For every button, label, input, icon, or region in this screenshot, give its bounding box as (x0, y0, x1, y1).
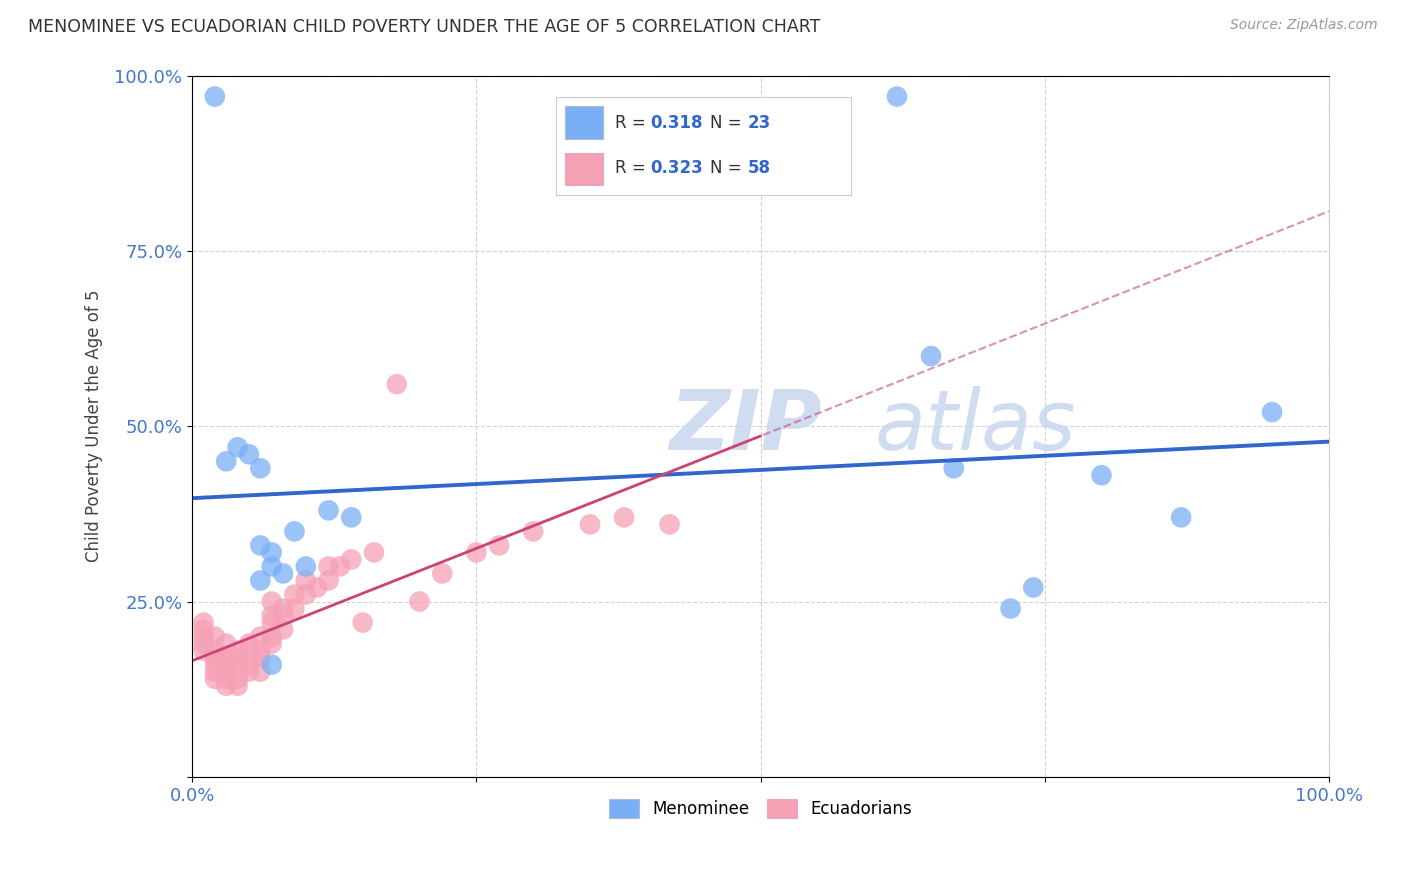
Point (215, 650, 238, 665)
Point (260, 615, 283, 630)
Point (193, 630, 215, 644)
Text: ZIP: ZIP (669, 385, 823, 467)
Point (215, 637, 238, 651)
Point (249, 650, 271, 665)
Point (260, 657, 283, 672)
Point (204, 657, 226, 672)
Point (238, 657, 260, 672)
Point (204, 650, 226, 665)
Point (215, 454, 238, 468)
Point (318, 503, 340, 517)
Point (226, 440, 249, 454)
Point (226, 679, 249, 693)
Point (249, 574, 271, 588)
Point (465, 545, 488, 559)
Point (215, 672, 238, 686)
Point (363, 545, 385, 559)
Point (193, 615, 215, 630)
Point (283, 587, 305, 601)
Point (260, 608, 283, 623)
Point (204, 672, 226, 686)
Point (613, 510, 636, 524)
Point (249, 538, 271, 552)
Point (226, 657, 249, 672)
Point (318, 574, 340, 588)
Point (340, 510, 363, 524)
Point (352, 615, 374, 630)
Y-axis label: Child Poverty Under the Age of 5: Child Poverty Under the Age of 5 (86, 290, 103, 563)
Point (318, 559, 340, 574)
Point (215, 679, 238, 693)
Text: atlas: atlas (875, 385, 1076, 467)
Point (283, 601, 305, 615)
Text: MENOMINEE VS ECUADORIAN CHILD POVERTY UNDER THE AGE OF 5 CORRELATION CHART: MENOMINEE VS ECUADORIAN CHILD POVERTY UN… (28, 18, 821, 36)
Point (226, 643, 249, 657)
Point (579, 517, 602, 532)
Point (226, 672, 249, 686)
Point (295, 574, 318, 588)
Legend: Menominee, Ecuadorians: Menominee, Ecuadorians (603, 792, 918, 824)
Point (249, 665, 271, 679)
Point (307, 581, 329, 595)
Point (1000, 601, 1022, 615)
Point (260, 559, 283, 574)
Point (215, 665, 238, 679)
Point (340, 552, 363, 566)
Point (193, 637, 215, 651)
Point (522, 524, 544, 539)
Point (260, 594, 283, 608)
Point (238, 665, 260, 679)
Point (260, 637, 283, 651)
Point (238, 447, 260, 461)
Point (271, 566, 294, 581)
Point (329, 559, 352, 574)
Point (886, 89, 908, 103)
Point (920, 349, 942, 363)
Point (249, 643, 271, 657)
Point (271, 608, 294, 623)
Point (295, 587, 318, 601)
Point (408, 594, 430, 608)
Point (942, 461, 965, 475)
Point (271, 601, 294, 615)
Point (1090, 468, 1112, 483)
Point (1261, 405, 1284, 419)
Point (238, 643, 260, 657)
Point (295, 559, 318, 574)
Point (260, 545, 283, 559)
Point (1022, 581, 1045, 595)
Point (215, 657, 238, 672)
Point (238, 637, 260, 651)
Point (226, 650, 249, 665)
Point (432, 566, 454, 581)
Point (249, 461, 271, 475)
Point (488, 538, 510, 552)
Point (193, 643, 215, 657)
Point (204, 643, 226, 657)
Point (193, 623, 215, 637)
Point (283, 524, 305, 539)
Point (249, 630, 271, 644)
Point (658, 517, 681, 532)
Text: Source: ZipAtlas.com: Source: ZipAtlas.com (1230, 18, 1378, 32)
Point (1170, 510, 1192, 524)
Point (204, 630, 226, 644)
Point (204, 89, 226, 103)
Point (260, 630, 283, 644)
Point (204, 665, 226, 679)
Point (271, 623, 294, 637)
Point (385, 377, 408, 392)
